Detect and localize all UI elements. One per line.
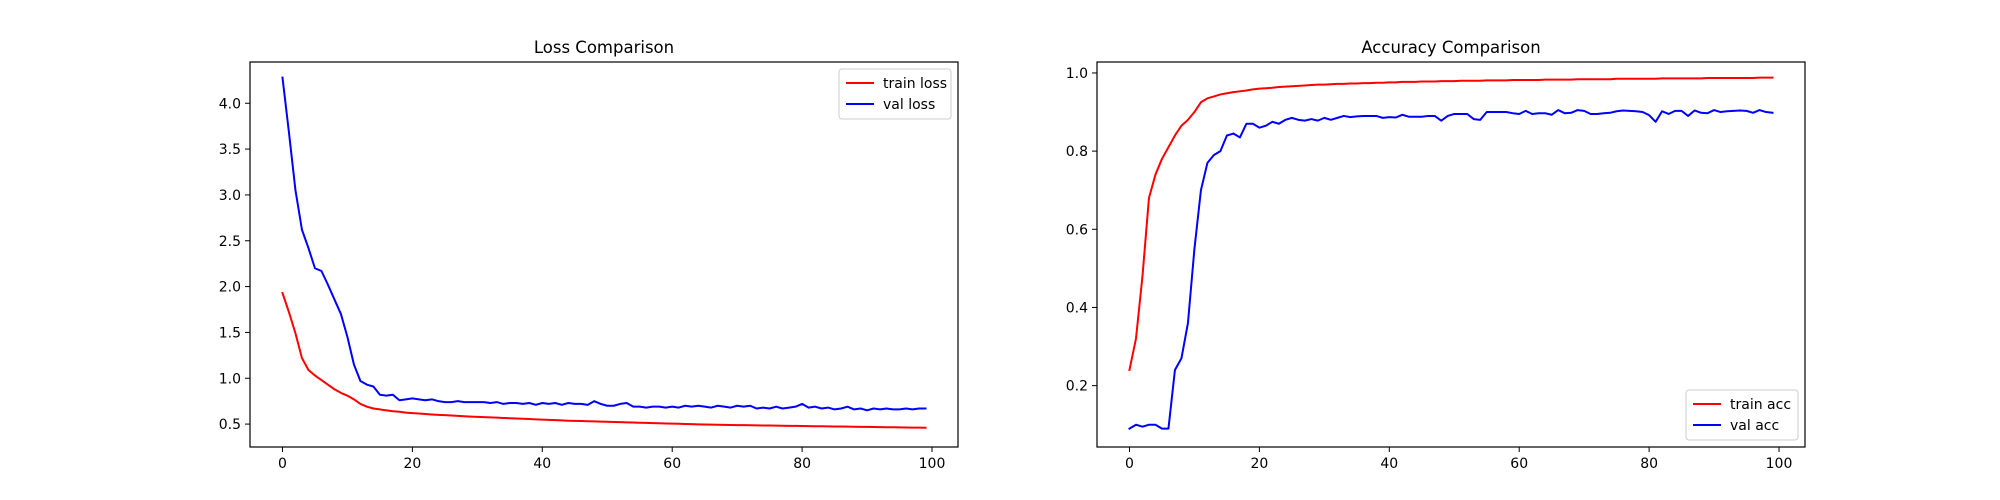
accuracy-x-ticks: 0 20 40 60 80 100 [1125,447,1792,472]
loss-x-tick-label: 20 [403,456,421,472]
loss-y-tick-label: 1.5 [219,325,241,341]
loss-y-ticks: 0.5 1.0 1.5 2.0 2.5 3.0 3.5 4.0 [219,96,250,433]
loss-x-tick-label: 100 [919,456,946,472]
loss-y-tick-label: 4.0 [219,96,241,112]
loss-x-tick-label: 40 [533,456,551,472]
legend-train-loss-label: train loss [883,76,947,92]
accuracy-y-tick-label: 0.4 [1066,300,1088,316]
accuracy-x-tick-label: 20 [1250,456,1268,472]
accuracy-y-ticks: 0.2 0.4 0.6 0.8 1.0 [1066,66,1097,395]
val-acc-line [1128,109,1774,431]
loss-x-tick-label: 0 [278,456,287,472]
loss-series-layer [281,76,927,429]
loss-legend-box [838,68,952,120]
loss-plot-frame [249,61,959,448]
accuracy-x-tick-label: 0 [1125,456,1134,472]
legend-train-acc-label: train acc [1730,397,1791,413]
loss-comparison-panel: Loss Comparison 0 20 40 60 80 100 0.5 1.0 1.5 2.… [219,38,959,472]
accuracy-legend-box [1685,389,1799,441]
loss-x-tick-label: 80 [793,456,811,472]
loss-y-tick-label: 0.5 [219,417,241,433]
loss-x-tick-label: 60 [663,456,681,472]
accuracy-comparison-panel: Accuracy Comparison 0 20 40 60 80 100 0.20.40… [1066,38,1806,472]
train-loss-line [281,291,927,429]
accuracy-legend: train acc val acc [1685,389,1799,441]
accuracy-y-tick-label: 0.2 [1066,379,1088,395]
loss-x-ticks: 0 20 40 60 80 100 [278,447,945,472]
loss-chart-title: Loss Comparison [534,38,674,57]
train-acc-line [1128,76,1774,372]
loss-y-tick-label: 3.0 [219,188,241,204]
loss-y-tick-label: 2.5 [219,234,241,250]
loss-y-tick-label: 3.5 [219,142,241,158]
accuracy-x-tick-label: 60 [1510,456,1528,472]
accuracy-y-tick-label: 0.8 [1066,144,1088,160]
accuracy-plot-frame [1096,61,1806,448]
accuracy-y-tick-label: 1.0 [1066,66,1088,82]
accuracy-y-tick-label: 0.6 [1066,222,1088,238]
loss-y-tick-label: 1.0 [219,371,241,387]
legend-val-loss-label: val loss [883,97,935,113]
accuracy-x-tick-label: 80 [1640,456,1658,472]
accuracy-series-layer [1128,76,1774,431]
accuracy-x-tick-label: 40 [1380,456,1398,472]
accuracy-x-tick-label: 100 [1766,456,1793,472]
loss-y-tick-label: 2.0 [219,280,241,296]
val-loss-line [281,76,927,412]
loss-legend: train loss val loss [838,68,952,120]
legend-val-acc-label: val acc [1730,418,1779,434]
accuracy-chart-title: Accuracy Comparison [1361,38,1540,57]
